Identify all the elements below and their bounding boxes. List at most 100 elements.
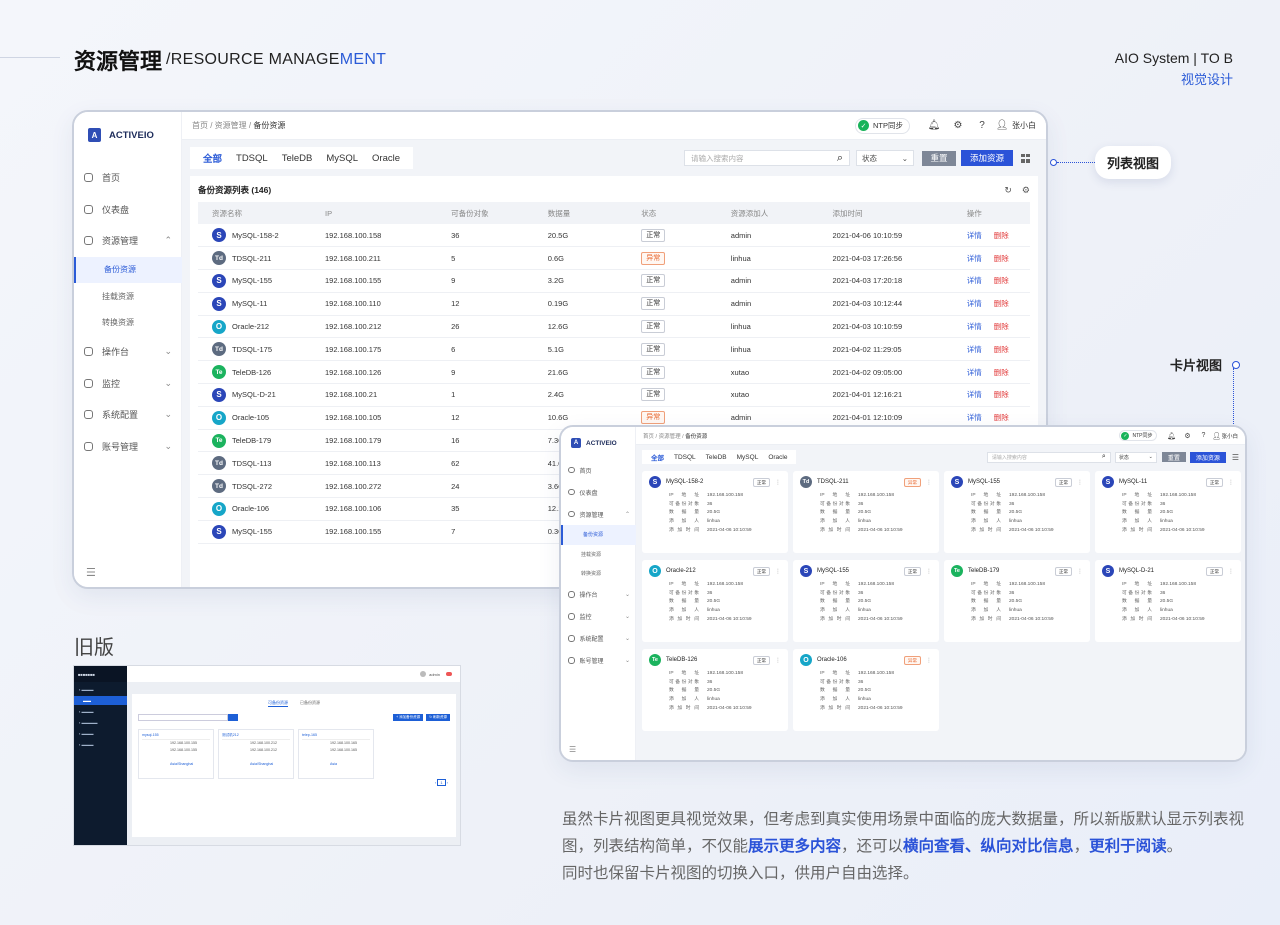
old-tab[interactable]: 已备份资源 <box>300 700 320 705</box>
nav-item-8[interactable]: 系统配置 ⌄ <box>561 628 636 650</box>
tab-tdsql[interactable]: TDSQL <box>674 453 696 461</box>
detail-link[interactable]: 详情 <box>966 322 982 332</box>
nav-item-3[interactable]: 备份资源 <box>74 256 182 283</box>
delete-link[interactable]: 删除 <box>993 367 1009 377</box>
resource-name[interactable]: TDSQL-211 <box>232 253 272 263</box>
delete-link[interactable]: 删除 <box>993 322 1009 332</box>
more-icon[interactable]: ⋮ <box>1228 568 1234 575</box>
user-name[interactable]: 张小白 <box>1221 433 1238 440</box>
detail-link[interactable]: 详情 <box>966 344 982 354</box>
refresh-icon[interactable]: ↻ <box>1004 184 1012 195</box>
nav-item-2[interactable]: 资源管理 ⌃ <box>561 503 636 525</box>
collapse-menu-icon[interactable]: ☰ <box>569 745 577 754</box>
delete-link[interactable]: 删除 <box>993 390 1009 400</box>
resource-card[interactable]: Te TeleDB-179 正常 ⋮ IP地址 192.168.100.158 可备份对象 3… <box>944 560 1090 642</box>
old-add-button[interactable]: + 添加备份资源 <box>393 714 424 721</box>
delete-link[interactable]: 删除 <box>993 344 1009 354</box>
resource-name[interactable]: Oracle-105 <box>232 413 270 423</box>
detail-link[interactable]: 详情 <box>966 413 982 423</box>
tab-oracle[interactable]: Oracle <box>372 152 400 164</box>
more-icon[interactable]: ⋮ <box>775 568 781 575</box>
more-icon[interactable]: ⋮ <box>1077 479 1083 486</box>
card-title[interactable]: MySQL-155 <box>968 479 1001 485</box>
old-pagination[interactable]: ‹ 1 › <box>434 779 448 786</box>
more-icon[interactable]: ⋮ <box>775 657 781 664</box>
detail-link[interactable]: 详情 <box>966 276 982 286</box>
nav-item-5[interactable]: 转换资源 <box>561 564 636 584</box>
nav-item-1[interactable]: 仪表盘 <box>74 194 182 226</box>
bell-icon[interactable]: 🔔︎ <box>927 120 941 131</box>
delete-link[interactable]: 删除 <box>993 299 1009 309</box>
old-search-button[interactable] <box>228 714 238 721</box>
detail-link[interactable]: 详情 <box>966 299 982 309</box>
resource-name[interactable]: Oracle-106 <box>232 504 270 514</box>
help-icon[interactable]: ? <box>1201 432 1206 439</box>
tab-teledb[interactable]: TeleDB <box>281 152 313 164</box>
detail-link[interactable]: 详情 <box>966 230 982 240</box>
resource-card[interactable]: O Oracle-212 正常 ⋮ IP地址 192.168.100.158 可备份对象 36… <box>642 560 788 642</box>
resource-card[interactable]: O Oracle-106 异常 ⋮ IP地址 192.168.100.158 可备份对象 36… <box>793 649 939 731</box>
resource-card[interactable]: S MySQL-11 正常 ⋮ IP地址 192.168.100.158 可备份对象 36 数据… <box>1095 471 1241 553</box>
tab-teledb[interactable]: TeleDB <box>705 453 727 461</box>
nav-item-6[interactable]: 操作台 ⌄ <box>74 336 182 368</box>
table-row[interactable]: S MySQL-155 192.168.100.155 9 3.2G 正常 admin 202… <box>198 269 1030 293</box>
tab-mysql[interactable]: MySQL <box>326 152 359 164</box>
old-resource-card[interactable]: telep-165 192.168.100.165 192.168.100.165 … <box>298 729 374 779</box>
resource-name[interactable]: MySQL-11 <box>232 299 268 309</box>
card-title[interactable]: MySQL-155 <box>817 568 850 574</box>
resource-card[interactable]: Te TeleDB-126 正常 ⋮ IP地址 192.168.100.158 可备份对象 3… <box>642 649 788 731</box>
ntp-sync-badge[interactable]: ✓ NTP同步 <box>1119 430 1158 441</box>
gear-icon[interactable]: ⚙ <box>1184 432 1191 440</box>
tab-全部[interactable]: 全部 <box>203 154 223 165</box>
table-row[interactable]: O Oracle-212 192.168.100.212 26 12.6G 正常 linhu… <box>198 315 1030 339</box>
delete-link[interactable]: 删除 <box>993 413 1009 423</box>
table-row[interactable]: S MySQL-11 192.168.100.110 12 0.19G 正常 admin 20… <box>198 292 1030 316</box>
search-input[interactable]: 请输入搜索内容 ⌕ <box>684 150 850 166</box>
resource-card[interactable]: S MySQL-D-21 正常 ⋮ IP地址 192.168.100.158 可备份对象 36… <box>1095 560 1241 642</box>
add-resource-button[interactable]: 添加资源 <box>1189 451 1226 463</box>
nav-item-0[interactable]: 首页 <box>561 459 636 481</box>
user-icon[interactable]: 👤︎ <box>995 120 1009 131</box>
nav-item-9[interactable]: 账号管理 ⌄ <box>561 650 636 672</box>
card-title[interactable]: TeleDB-179 <box>968 568 1000 574</box>
old-resource-card[interactable]: 测试机212 192.168.100.212 192.168.100.212 Asi… <box>218 729 294 779</box>
gear-icon[interactable]: ⚙ <box>953 120 963 131</box>
tab-tdsql[interactable]: TDSQL <box>236 152 268 164</box>
nav-item-4[interactable]: 挂载资源 <box>74 283 182 310</box>
table-row[interactable]: Te TeleDB-126 192.168.100.126 9 21.6G 正常 xutao… <box>198 360 1030 385</box>
detail-link[interactable]: 详情 <box>966 390 982 400</box>
status-select[interactable]: 状态 ⌄ <box>856 150 914 166</box>
table-row[interactable]: S MySQL-D-21 192.168.100.21 1 2.4G 正常 xutao 202… <box>198 383 1030 407</box>
view-toggle-list-icon[interactable]: ☰ <box>1231 452 1239 462</box>
resource-name[interactable]: MySQL-D-21 <box>232 390 276 400</box>
add-resource-button[interactable]: 添加资源 <box>961 150 1013 166</box>
resource-name[interactable]: TeleDB-126 <box>232 367 272 377</box>
search-icon[interactable]: ⌕ <box>836 151 843 164</box>
delete-link[interactable]: 删除 <box>993 253 1009 263</box>
more-icon[interactable]: ⋮ <box>1077 568 1083 575</box>
resource-name[interactable]: TDSQL-272 <box>232 481 273 491</box>
resource-name[interactable]: TeleDB-179 <box>232 436 272 446</box>
delete-link[interactable]: 删除 <box>993 230 1009 240</box>
resource-name[interactable]: TDSQL-175 <box>232 344 273 354</box>
search-input[interactable]: 请输入搜索内容 ⌕ <box>986 451 1111 463</box>
card-title[interactable]: Oracle-212 <box>666 568 696 574</box>
resource-name[interactable]: MySQL-158-2 <box>232 230 279 240</box>
reset-button[interactable]: 重置 <box>1161 452 1186 462</box>
ntp-sync-badge[interactable]: ✓ NTP同步 <box>855 117 910 134</box>
card-title[interactable]: TeleDB-126 <box>666 657 698 663</box>
old-search-input[interactable] <box>138 714 228 721</box>
bell-icon[interactable]: 🔔︎ <box>1167 432 1176 440</box>
nav-item-1[interactable]: 仪表盘 <box>561 481 636 503</box>
status-select[interactable]: 状态 ⌄ <box>1114 451 1157 463</box>
table-row[interactable]: Td TDSQL-175 192.168.100.175 6 5.1G 正常 linhua 2… <box>198 337 1030 362</box>
user-icon[interactable]: 👤︎ <box>1212 432 1221 440</box>
resource-name[interactable]: MySQL-155 <box>232 276 273 286</box>
user-name[interactable]: 张小白 <box>1012 121 1036 130</box>
nav-item-6[interactable]: 操作台 ⌄ <box>561 584 636 606</box>
card-title[interactable]: Oracle-106 <box>817 657 847 663</box>
resource-name[interactable]: MySQL-155 <box>232 527 273 537</box>
more-icon[interactable]: ⋮ <box>926 657 932 664</box>
table-row[interactable]: Td TDSQL-211 192.168.100.211 5 0.6G 异常 linhua 2… <box>198 246 1030 271</box>
more-icon[interactable]: ⋮ <box>926 568 932 575</box>
